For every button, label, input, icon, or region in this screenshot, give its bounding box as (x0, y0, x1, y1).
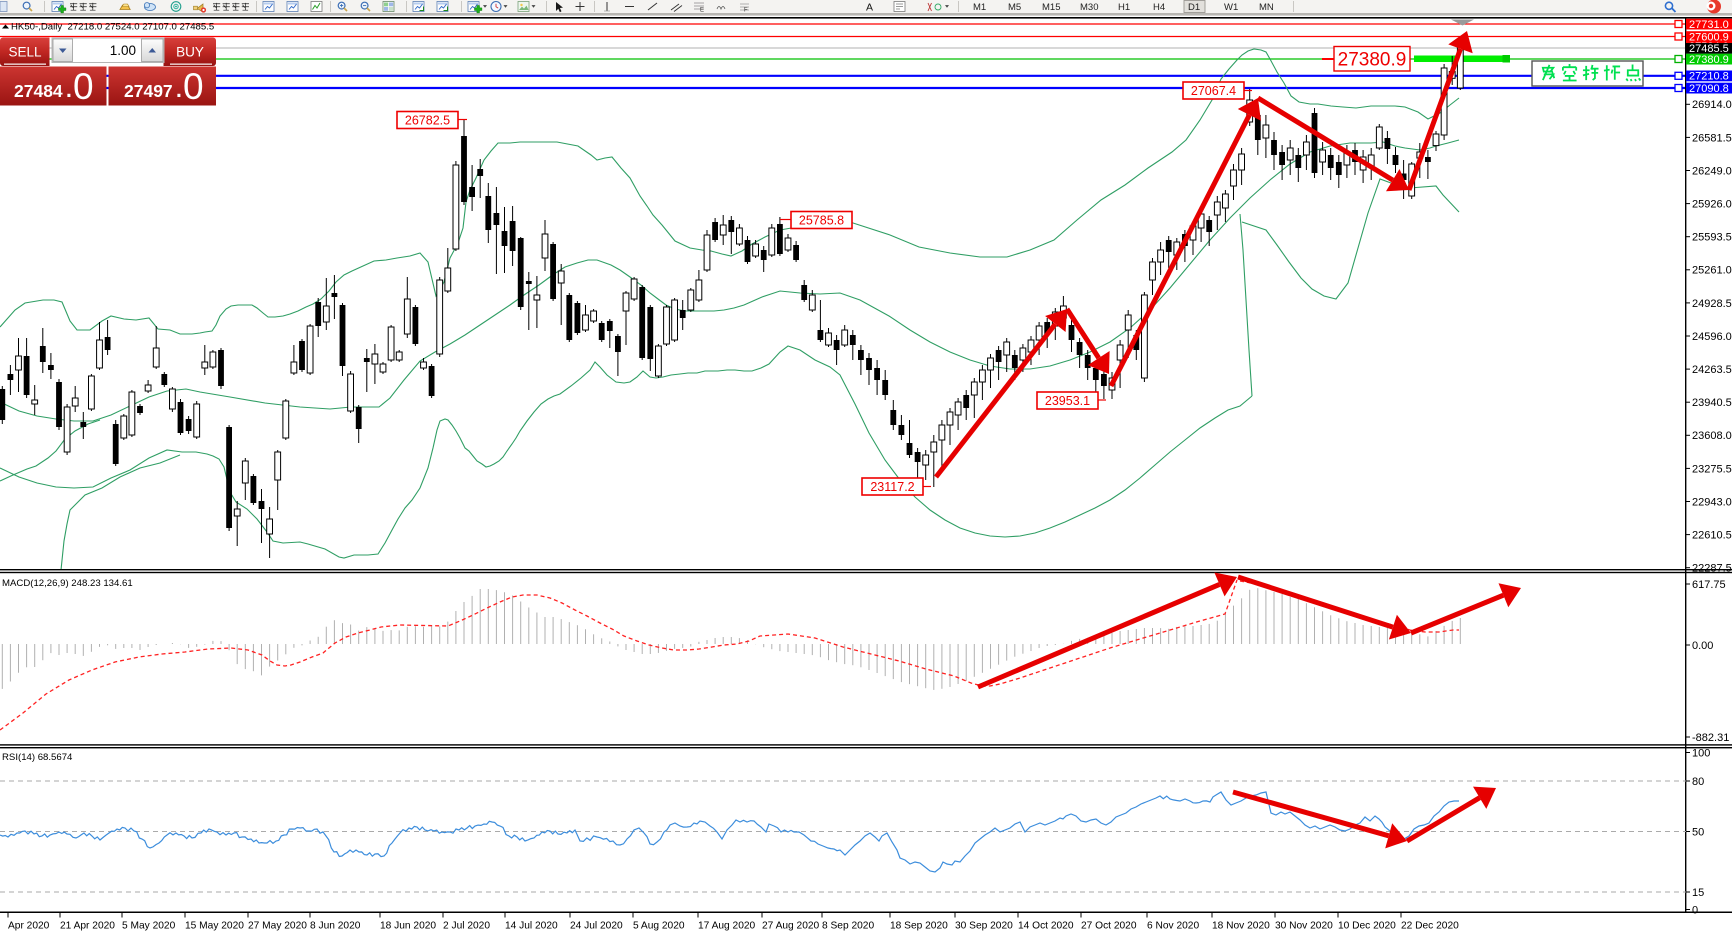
svg-text:6 Nov 2020: 6 Nov 2020 (1147, 921, 1199, 932)
svg-text:W1: W1 (1224, 2, 1238, 13)
svg-text:27485.5: 27485.5 (1689, 43, 1729, 55)
svg-text:0: 0 (1692, 904, 1698, 916)
svg-text:26914.0: 26914.0 (1692, 99, 1732, 111)
svg-text:27484: 27484 (14, 81, 63, 101)
svg-text:21 Apr 2020: 21 Apr 2020 (60, 921, 115, 932)
svg-text:24928.5: 24928.5 (1692, 298, 1732, 310)
svg-text:26782.5: 26782.5 (405, 114, 450, 128)
svg-text:E: E (700, 8, 704, 14)
svg-text:24596.0: 24596.0 (1692, 331, 1732, 343)
svg-text:27 Aug 2020: 27 Aug 2020 (762, 921, 820, 932)
svg-text:D1: D1 (1188, 2, 1200, 13)
svg-text:A: A (866, 2, 873, 14)
svg-text:23608.0: 23608.0 (1692, 430, 1732, 442)
svg-text:HK50-,Daily 27218.0 27524.0 2: HK50-,Daily 27218.0 27524.0 27107.0 2748… (11, 22, 214, 33)
svg-text:27600.9: 27600.9 (1689, 31, 1729, 43)
svg-text:F: F (744, 8, 748, 14)
svg-text:23275.5: 23275.5 (1692, 463, 1732, 475)
svg-text:.: . (176, 79, 182, 102)
svg-text:14 Oct 2020: 14 Oct 2020 (1018, 921, 1074, 932)
svg-text:M15: M15 (1042, 2, 1060, 13)
svg-text:2 Jul 2020: 2 Jul 2020 (443, 921, 490, 932)
svg-text:M5: M5 (1008, 2, 1021, 13)
svg-text:18 Jun 2020: 18 Jun 2020 (380, 921, 436, 932)
svg-text:27380.9: 27380.9 (1689, 54, 1729, 66)
svg-text:27 Oct 2020: 27 Oct 2020 (1081, 921, 1137, 932)
svg-text:25261.0: 25261.0 (1692, 265, 1732, 277)
svg-text:25785.8: 25785.8 (799, 214, 844, 228)
svg-text:22610.5: 22610.5 (1692, 530, 1732, 542)
svg-text:10 Dec 2020: 10 Dec 2020 (1338, 921, 1396, 932)
svg-text:27731.0: 27731.0 (1689, 19, 1729, 31)
svg-text:24 Jul 2020: 24 Jul 2020 (570, 921, 623, 932)
svg-text:26249.0: 26249.0 (1692, 165, 1732, 177)
svg-text:18 Nov 2020: 18 Nov 2020 (1212, 921, 1270, 932)
svg-text:24263.5: 24263.5 (1692, 364, 1732, 376)
svg-text:15: 15 (1692, 887, 1704, 899)
svg-text:80: 80 (1692, 776, 1704, 788)
svg-text:MN: MN (1259, 2, 1274, 13)
svg-text:5 Aug 2020: 5 Aug 2020 (633, 921, 685, 932)
svg-text:27210.8: 27210.8 (1689, 71, 1729, 83)
svg-text:M30: M30 (1080, 2, 1098, 13)
svg-text:5 May 2020: 5 May 2020 (122, 921, 176, 932)
svg-text:27380.9: 27380.9 (1338, 50, 1407, 71)
svg-text:23117.2: 23117.2 (870, 480, 914, 494)
svg-text:SELL: SELL (8, 45, 42, 60)
svg-text:0: 0 (183, 66, 204, 107)
svg-text:27090.8: 27090.8 (1689, 83, 1729, 95)
svg-text:23940.5: 23940.5 (1692, 397, 1732, 409)
svg-text:22 Dec 2020: 22 Dec 2020 (1401, 921, 1459, 932)
svg-text:1.00: 1.00 (110, 43, 136, 58)
svg-text:8 Sep 2020: 8 Sep 2020 (822, 921, 874, 932)
svg-text:8 Jun 2020: 8 Jun 2020 (310, 921, 361, 932)
svg-text:27 May 2020: 27 May 2020 (248, 921, 307, 932)
svg-text:27497: 27497 (124, 81, 173, 101)
svg-text:14 Jul 2020: 14 Jul 2020 (505, 921, 558, 932)
svg-text:50: 50 (1692, 826, 1704, 838)
svg-text:18 Sep 2020: 18 Sep 2020 (890, 921, 948, 932)
svg-text:.: . (66, 79, 72, 102)
svg-text:H1: H1 (1118, 2, 1130, 13)
svg-text:23953.1: 23953.1 (1045, 394, 1090, 408)
svg-text:H4: H4 (1153, 2, 1165, 13)
svg-text:26581.5: 26581.5 (1692, 132, 1732, 144)
svg-text:MACD(12,26,9) 248.23 134.61: MACD(12,26,9) 248.23 134.61 (2, 578, 133, 589)
svg-text:27067.4: 27067.4 (1191, 84, 1236, 98)
svg-text:100: 100 (1692, 747, 1710, 759)
svg-text:17 Aug 2020: 17 Aug 2020 (698, 921, 756, 932)
svg-text:30 Nov 2020: 30 Nov 2020 (1275, 921, 1333, 932)
svg-text:15 May 2020: 15 May 2020 (185, 921, 244, 932)
svg-text:617.75: 617.75 (1692, 579, 1726, 591)
svg-text:Apr 2020: Apr 2020 (8, 921, 50, 932)
svg-text:M1: M1 (973, 2, 986, 13)
svg-text:RSI(14) 68.5674: RSI(14) 68.5674 (2, 752, 73, 763)
svg-text:BUY: BUY (176, 45, 204, 60)
svg-text:22943.0: 22943.0 (1692, 496, 1732, 508)
svg-text:22287.5: 22287.5 (1692, 563, 1732, 575)
svg-text:25926.0: 25926.0 (1692, 199, 1732, 211)
svg-text:0: 0 (73, 66, 94, 107)
svg-text:30 Sep 2020: 30 Sep 2020 (955, 921, 1013, 932)
svg-text:0.00: 0.00 (1692, 640, 1713, 652)
svg-text:25593.5: 25593.5 (1692, 232, 1732, 244)
svg-text:-882.31: -882.31 (1692, 732, 1729, 744)
